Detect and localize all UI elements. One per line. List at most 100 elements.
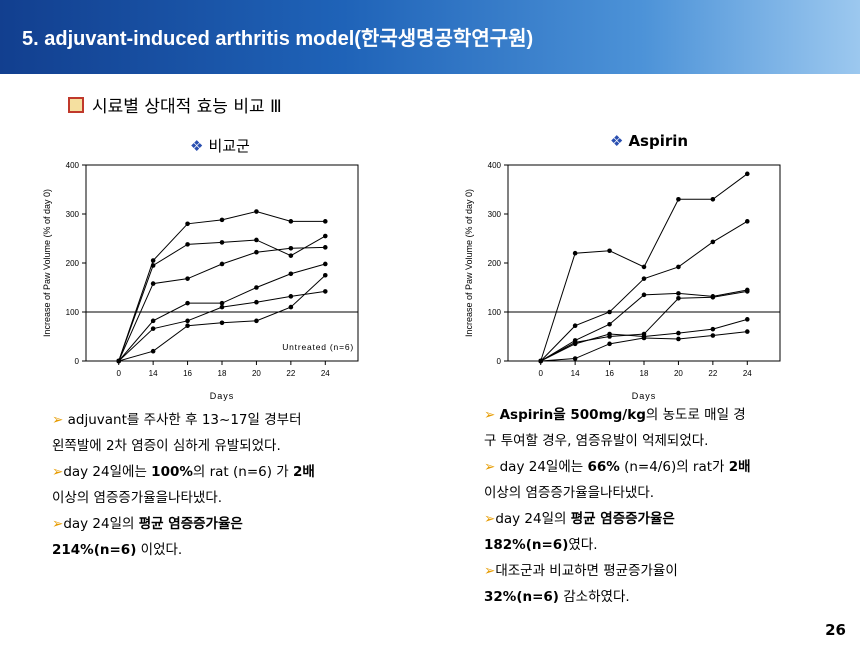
x-tick-label: 18 — [640, 369, 649, 378]
data-point — [607, 321, 612, 327]
arrow-bullet-icon: ➢ — [484, 511, 496, 527]
y-tick-label: 100 — [488, 308, 502, 317]
header-banner: 5. adjuvant-induced arthritis model(한국생명… — [0, 0, 860, 74]
note-text: 182%(n=6) — [484, 537, 569, 553]
note-line: ➢대조군과 비교하면 평균증가율이 — [484, 558, 751, 584]
data-point — [676, 336, 681, 342]
arrow-bullet-icon: ➢ — [52, 516, 64, 532]
data-point — [219, 304, 225, 310]
data-point — [185, 221, 190, 227]
y-tick-label: 400 — [488, 161, 502, 170]
data-point — [185, 242, 190, 247]
x-tick-label: 24 — [321, 369, 330, 378]
x-axis-label: Days — [632, 391, 657, 401]
note-line: 32%(n=6) 감소하였다. — [484, 584, 751, 610]
data-point — [150, 318, 156, 324]
data-point — [185, 323, 190, 329]
chart-title-control-text: 비교군 — [208, 137, 250, 155]
data-point — [676, 264, 681, 270]
note-text: 구 투여할 경우, 염증유발이 억제되었다. — [484, 433, 709, 449]
arrow-bullet-icon: ➢ — [484, 407, 500, 423]
note-line: ➢ adjuvant를 주사한 후 13~17일 경부터 — [52, 407, 315, 433]
data-point — [607, 248, 612, 254]
note-text: 32%(n=6) — [484, 589, 559, 605]
series-line — [540, 289, 748, 362]
page-number: 26 — [825, 621, 846, 639]
data-point — [710, 326, 716, 332]
data-point — [607, 331, 612, 337]
chart-title-aspirin: ❖ Aspirin — [610, 132, 688, 150]
data-point — [322, 233, 328, 239]
note-text: 2배 — [293, 464, 315, 480]
note-text: 평균 염증증가율은 — [138, 516, 243, 532]
data-point — [150, 326, 156, 331]
note-text: adjuvant를 주사한 후 13~17일 경부터 — [67, 412, 302, 428]
note-text: 왼쪽발에 2차 염증이 심하게 유발되었다. — [52, 438, 281, 454]
y-tick-label: 400 — [66, 161, 80, 170]
arrow-bullet-icon: ➢ — [52, 412, 68, 428]
x-tick-label: 0 — [538, 369, 543, 378]
x-tick-label: 20 — [674, 369, 683, 378]
data-point — [744, 171, 750, 177]
data-point — [219, 261, 225, 267]
data-point — [219, 320, 225, 326]
note-line: ➢day 24일의 평균 염증증가율은 — [484, 506, 751, 532]
data-point — [288, 219, 294, 224]
data-point — [322, 245, 328, 250]
chart-aspirin: 0 100 200 300 400 0 14 16 18 20 22 24 Days Increase o… — [464, 161, 781, 401]
note-text: 2배 — [728, 459, 751, 475]
x-tick-label: 14 — [571, 369, 580, 378]
x-tick-label: 0 — [116, 369, 121, 378]
chart-control: 0 100 200 300 400 0 14 16 18 20 22 24 Days Increase o… — [42, 161, 359, 401]
data-point — [288, 294, 294, 299]
note-line: ➢ Aspirin을 500mg/kg의 농도로 매일 경 — [484, 402, 751, 428]
subheading-text: 시료별 상대적 효능 비교 Ⅲ — [92, 97, 282, 117]
x-tick-label: 16 — [183, 369, 192, 378]
note-text: 였다. — [568, 537, 598, 553]
y-axis-label: Increase of Paw Volume (% of day 0) — [42, 189, 52, 337]
note-line: 182%(n=6)였다. — [484, 532, 751, 558]
data-point — [572, 250, 578, 256]
data-point — [185, 276, 190, 281]
arrow-bullet-icon: ➢ — [484, 563, 496, 579]
note-text: 평균 염증증가율은 — [570, 511, 675, 527]
data-point — [254, 237, 259, 243]
y-tick-label: 300 — [488, 210, 502, 219]
data-point — [116, 358, 122, 364]
data-point — [710, 239, 716, 245]
data-point — [219, 240, 225, 245]
data-point — [676, 291, 681, 296]
note-text: day 24일의 — [63, 516, 139, 532]
data-point — [219, 217, 225, 223]
note-text: 66% — [587, 459, 620, 475]
data-point — [676, 295, 681, 301]
data-point — [744, 317, 750, 322]
data-point — [710, 295, 716, 300]
note-text: Aspirin을 500mg/kg — [499, 407, 646, 423]
subheading: 시료별 상대적 효능 비교 Ⅲ — [68, 92, 282, 117]
x-tick-label: 16 — [605, 369, 614, 378]
data-point — [572, 323, 578, 329]
note-text: 의 농도로 매일 경 — [645, 407, 746, 423]
x-tick-label: 14 — [149, 369, 158, 378]
note-text: (n=4/6)의 rat가 — [619, 459, 729, 475]
series-line — [540, 290, 748, 362]
arrow-bullet-icon: ➢ — [484, 459, 500, 475]
data-point — [676, 330, 681, 336]
data-point — [538, 358, 544, 364]
y-tick-label: 100 — [66, 308, 80, 317]
data-point — [572, 356, 578, 361]
data-point — [288, 253, 294, 258]
data-point — [288, 246, 294, 251]
note-line: 구 투여할 경우, 염증유발이 억제되었다. — [484, 428, 751, 454]
data-point — [150, 348, 156, 354]
arrow-bullet-icon: ➢ — [52, 464, 64, 480]
note-text: 의 rat (n=6) 가 — [192, 464, 294, 480]
note-text: day 24일에는 — [63, 464, 152, 480]
note-text: 이었다. — [136, 542, 183, 558]
data-point — [254, 209, 259, 214]
diamond-bullet-icon: ❖ — [190, 137, 204, 155]
data-point — [641, 335, 647, 341]
y-tick-label: 0 — [75, 357, 80, 366]
